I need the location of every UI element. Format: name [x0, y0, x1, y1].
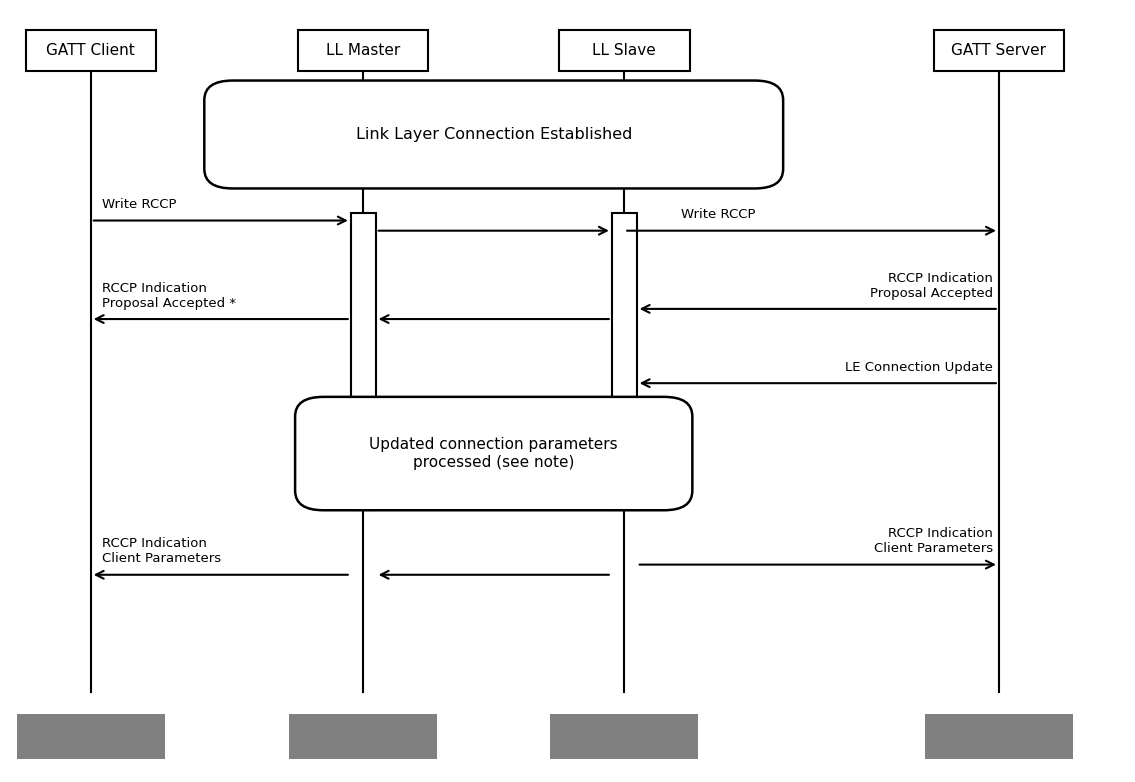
Text: RCCP Indication
Proposal Accepted: RCCP Indication Proposal Accepted — [871, 271, 993, 300]
Bar — [351, 213, 376, 510]
Text: GATT Server: GATT Server — [951, 43, 1046, 59]
Text: Write RCCP: Write RCCP — [102, 198, 177, 211]
Bar — [289, 714, 437, 759]
Bar — [933, 30, 1065, 71]
Bar — [560, 30, 690, 71]
Bar — [17, 714, 165, 759]
Text: RCCP Indication
Client Parameters: RCCP Indication Client Parameters — [102, 537, 221, 565]
Text: LE Connection Update: LE Connection Update — [846, 361, 993, 374]
Text: GATT Client: GATT Client — [47, 43, 135, 59]
FancyBboxPatch shape — [295, 396, 692, 510]
Text: Link Layer Connection Established: Link Layer Connection Established — [355, 127, 632, 142]
FancyBboxPatch shape — [204, 81, 783, 188]
Bar — [550, 714, 698, 759]
Bar — [297, 30, 429, 71]
Text: LL Master: LL Master — [326, 43, 401, 59]
Text: Write RCCP: Write RCCP — [681, 208, 756, 221]
Bar — [925, 714, 1073, 759]
Bar — [612, 213, 637, 510]
Bar — [25, 30, 157, 71]
Text: RCCP Indication
Proposal Accepted *: RCCP Indication Proposal Accepted * — [102, 282, 236, 310]
Text: LL Slave: LL Slave — [592, 43, 656, 59]
Text: RCCP Indication
Client Parameters: RCCP Indication Client Parameters — [874, 527, 993, 555]
Text: Updated connection parameters
processed (see note): Updated connection parameters processed … — [369, 437, 619, 470]
